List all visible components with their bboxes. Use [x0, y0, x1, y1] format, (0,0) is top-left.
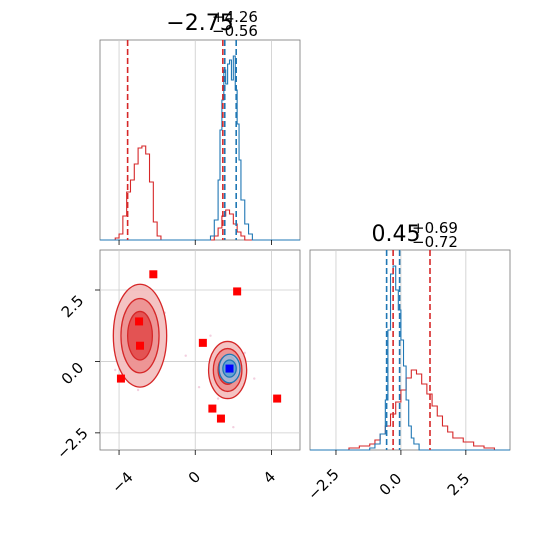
tick-marks: [95, 240, 467, 455]
marker-square: [233, 287, 242, 296]
joint-xtick-label: −4: [108, 468, 136, 496]
marker-square: [116, 374, 125, 383]
marker-square: [136, 341, 144, 350]
sample-point: [216, 397, 220, 400]
top-left-title-main: −2.75: [166, 11, 233, 36]
bottom-right-title-sup: +0.69: [412, 219, 458, 237]
marker-square: [225, 364, 234, 373]
joint-xtick-label: 4: [260, 468, 279, 487]
top-left-title-sup: +4.26: [212, 8, 258, 26]
sample-point: [209, 334, 212, 337]
sample-point: [253, 377, 256, 380]
sample-point: [243, 351, 246, 355]
bottom-right-xtick-label: −2.5: [304, 465, 342, 503]
sample-point: [114, 368, 117, 372]
sample-point: [232, 425, 235, 429]
joint-panel-marks: [112, 270, 282, 429]
top-left-histograms: [100, 40, 300, 241]
marker-square: [149, 270, 158, 279]
top-left-hist-series-0: [100, 145, 300, 241]
bottom-right-title-main: 0.45: [372, 222, 421, 247]
top-left-title: −2.75: [166, 11, 233, 36]
sample-point: [184, 354, 187, 357]
joint-ytick-label: −2.5: [53, 424, 91, 462]
bottom-right-xtick-label: 0.0: [376, 470, 406, 500]
marker-square: [198, 338, 207, 347]
joint-ytick-label: 0.0: [58, 359, 88, 389]
top-left-hist-series-1: [100, 55, 300, 241]
bottom-right-title-sub: −0.72: [412, 233, 458, 251]
marker-square: [273, 394, 282, 403]
joint-ytick-label: 2.5: [58, 292, 88, 322]
panel-top-left-frame: [99, 39, 301, 241]
sample-point: [136, 388, 140, 392]
panel-bottom-right-frame: [309, 249, 511, 451]
contour-level-0-2: [126, 310, 154, 361]
sample-point: [197, 385, 201, 389]
bottom-right-title: 0.45: [372, 222, 421, 247]
joint-xtick-label: 0: [185, 468, 204, 487]
bottom-right-hist-series-0: [310, 369, 510, 451]
marker-square: [208, 404, 217, 413]
marker-square: [135, 317, 144, 326]
top-left-title-sub: −0.56: [212, 22, 258, 40]
bottom-right-xtick-label: 2.5: [444, 470, 474, 500]
bottom-right-histograms: [310, 250, 510, 451]
bottom-right-hist-series-1: [310, 265, 510, 451]
marker-square: [216, 414, 225, 423]
